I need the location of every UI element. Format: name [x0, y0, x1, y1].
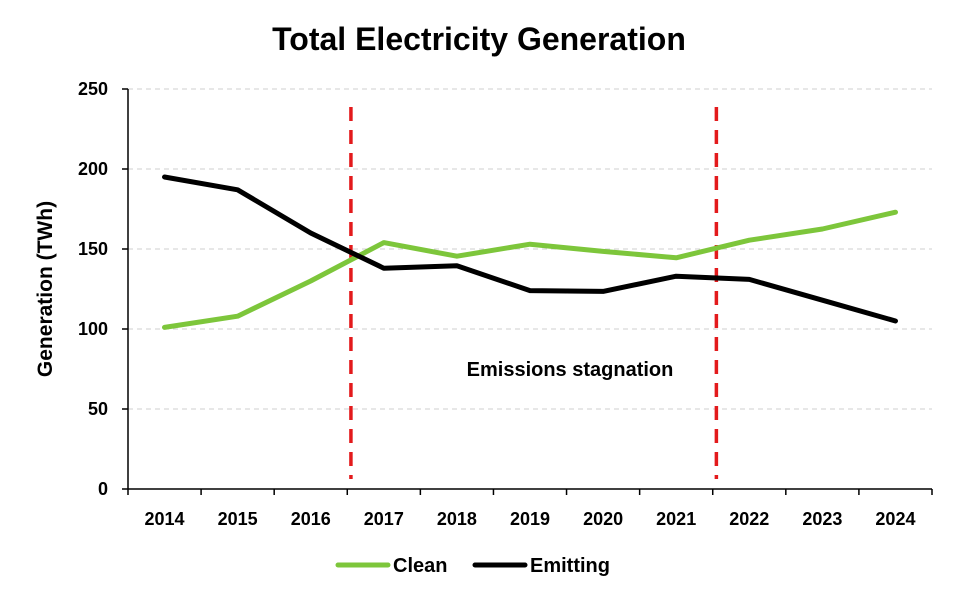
x-tick-label-2016: 2016: [291, 509, 331, 529]
legend: Clean Emitting: [335, 555, 610, 577]
x-tick-label-2018: 2018: [437, 509, 477, 529]
y-axis-title: Generation (TWh): [34, 201, 57, 377]
series-lines: [162, 174, 898, 330]
x-tick-label-2024: 2024: [875, 509, 915, 529]
x-tick-label-2021: 2021: [656, 509, 696, 529]
y-tick-label-150: 150: [78, 239, 108, 259]
series-line-clean: [162, 209, 898, 330]
x-tick-label-2019: 2019: [510, 509, 550, 529]
x-tick-label-2014: 2014: [145, 509, 185, 529]
legend-label-clean: Clean: [393, 555, 447, 577]
y-tick-label-0: 0: [98, 479, 108, 499]
series-line-emitting: [162, 174, 898, 324]
y-tick-label-200: 200: [78, 159, 108, 179]
y-tick-label-250: 250: [78, 79, 108, 99]
x-tick-label-2017: 2017: [364, 509, 404, 529]
x-tick-label-2023: 2023: [802, 509, 842, 529]
x-tick-label-2015: 2015: [218, 509, 258, 529]
gridlines: [128, 88, 932, 410]
annotation-emissions-stagnation: Emissions stagnation: [467, 359, 674, 381]
x-tick-labels: 2014 2015 2016 2017 2018 2019 2020 2021 2022 2023…: [127, 489, 933, 529]
chart-title: Total Electricity Generation: [272, 21, 686, 57]
legend-label-emitting: Emitting: [530, 555, 610, 577]
x-tick-label-2022: 2022: [729, 509, 769, 529]
reference-lines: [349, 107, 719, 479]
y-tick-label-50: 50: [88, 399, 108, 419]
y-tick-labels: 0 50 100 150 200 250: [78, 79, 128, 499]
x-tick-label-2020: 2020: [583, 509, 623, 529]
y-tick-label-100: 100: [78, 319, 108, 339]
axes: [127, 89, 932, 490]
